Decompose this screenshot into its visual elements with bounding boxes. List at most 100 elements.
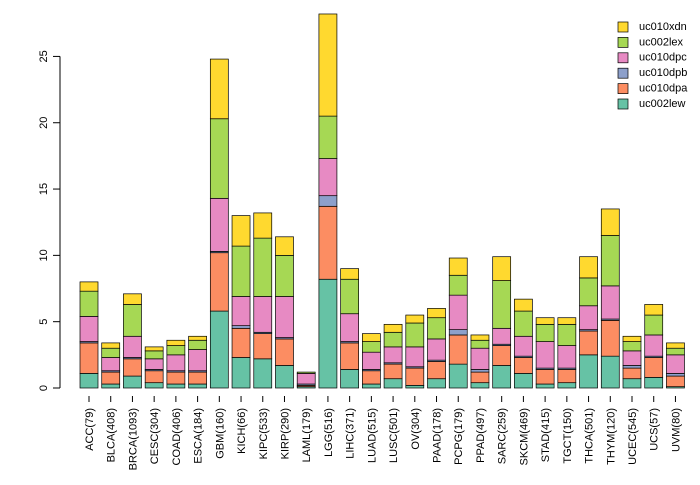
y-tick-label: 0: [38, 385, 50, 391]
bar-segment-uc010dpa: [166, 371, 186, 385]
bar-segment-uc010dpc: [253, 296, 273, 333]
y-tick-label: 20: [38, 117, 50, 129]
bar-segment-uc010dpc: [209, 197, 229, 252]
bar-segment-uc002lex: [231, 245, 251, 297]
bar-segment-uc002lex: [209, 118, 229, 199]
legend-swatch-uc010dpa: [617, 83, 629, 94]
bar-segment-uc010xdn: [427, 308, 446, 319]
bar-segment-uc010dpa: [492, 345, 512, 366]
bar-segment-uc010xdn: [492, 256, 512, 281]
bar-segment-uc010xdn: [600, 208, 620, 236]
bar-stacks: [79, 13, 685, 389]
bar-segment-uc010xdn: [209, 58, 229, 120]
bar-segment-uc002lex: [340, 278, 359, 315]
bar-segment-uc010dpa: [231, 327, 251, 358]
bar-segment-uc002lex: [144, 350, 164, 360]
bar-segment-uc002lex: [535, 323, 555, 342]
bar-segment-uc010dpa: [600, 320, 620, 357]
bar-segment-uc010dpa: [644, 357, 664, 378]
bar-segment-uc002lex: [448, 274, 468, 296]
bar-segment-uc010xdn: [253, 212, 273, 239]
bar-segment-uc010dpa: [340, 342, 359, 370]
bar-segment-uc002lew: [622, 378, 642, 389]
bar-segment-uc010dpa: [427, 361, 446, 380]
legend-swatch-uc010xdn: [617, 21, 629, 33]
bar-segment-uc010dpc: [340, 313, 359, 342]
bar-segment-uc010dpa: [253, 333, 273, 360]
legend-swatch-uc010dpc: [617, 52, 629, 64]
bar-segment-uc010dpa: [622, 367, 642, 380]
legend: uc010xdn uc002lex uc010dpc uc010dpb uc010dpa…: [617, 21, 688, 110]
x-tick-label: LIHC(371): [345, 408, 357, 459]
bar-segment-uc002lew: [405, 384, 425, 389]
legend-label: uc010dpc: [639, 52, 687, 64]
bar-segment-uc002lex: [253, 237, 273, 297]
bar-segment-uc002lew: [209, 310, 229, 389]
bar-segment-uc010dpa: [514, 357, 533, 374]
bar-segment-uc010dpc: [644, 334, 664, 357]
x-tick-label: ACC(79): [84, 408, 96, 451]
x-tick-label: UCEC(545): [627, 408, 639, 465]
bar-segment-uc010dpb: [470, 369, 490, 373]
bar-segment-uc010dpc: [514, 335, 533, 357]
bar-segment-uc002lex: [600, 235, 620, 287]
bar-segment-uc010dpa: [362, 370, 381, 385]
x-tick-label: ESCA(184): [193, 408, 205, 464]
x-tick-label: BRCA(1093): [127, 408, 139, 470]
bar-segment-uc010dpa: [318, 205, 338, 280]
legend-swatch-uc002lew: [617, 98, 629, 110]
bar-segment-uc002lew: [383, 378, 403, 389]
bar-segment-uc010dpc: [123, 335, 142, 358]
bar-segment-uc002lew: [253, 358, 273, 389]
bar-segment-uc002lew: [275, 365, 294, 389]
bar-segment-uc010dpc: [427, 338, 446, 361]
bar-segment-uc010dpa: [535, 369, 555, 385]
bar-segment-uc002lex: [492, 280, 512, 329]
x-tick-label: TGCT(150): [562, 408, 574, 464]
x-tick-label: STAD(415): [540, 408, 552, 462]
legend-swatch-uc002lex: [617, 37, 629, 48]
x-tick-label: LAML(179): [301, 408, 313, 462]
bar-segment-uc010xdn: [557, 317, 577, 325]
bar-segment-uc010dpa: [405, 367, 425, 386]
x-tick-label: KICH(66): [236, 408, 248, 454]
legend-label: uc002lex: [639, 36, 684, 48]
y-axis: 0 5 10 15 20 25: [38, 50, 61, 391]
bar-segment-uc002lex: [383, 331, 403, 348]
bar-segment-uc010dpc: [231, 296, 251, 327]
bar-segment-uc002lex: [296, 371, 316, 374]
bar-segment-uc010xdn: [166, 339, 186, 346]
bar-segment-uc002lex: [622, 341, 642, 352]
bar-segment-uc010xdn: [579, 256, 598, 279]
bar-segment-uc010xdn: [383, 323, 403, 333]
x-tick-label: UVM(80): [670, 408, 682, 452]
bar-segment-uc010xdn: [340, 268, 359, 280]
bar-segment-uc010dpa: [666, 375, 685, 388]
bar-segment-uc010dpa: [448, 334, 468, 365]
y-tick-label: 25: [38, 50, 50, 62]
bar-segment-uc010dpa: [557, 369, 577, 384]
bar-segment-uc002lex: [427, 317, 446, 340]
bar-segment-uc002lew: [427, 378, 446, 389]
bar-segment-uc002lex: [101, 347, 121, 358]
bar-segment-uc002lex: [275, 255, 294, 297]
bar-segment-uc002lew: [557, 382, 577, 389]
bar-segment-uc010dpa: [79, 342, 99, 374]
bar-segment-uc010dpc: [492, 327, 512, 345]
bar-segment-uc010dpc: [144, 358, 164, 370]
bar-segment-uc010xdn: [535, 317, 555, 325]
legend-label: uc010dpa: [639, 83, 688, 95]
bar-segment-uc002lew: [644, 377, 664, 389]
bar-segment-uc010dpc: [470, 347, 490, 370]
bar-segment-uc002lew: [448, 363, 468, 389]
bar-segment-uc010dpc: [79, 316, 99, 342]
bar-segment-uc010dpb: [622, 365, 642, 369]
bar-segment-uc002lew: [535, 383, 555, 389]
bar-segment-uc002lex: [188, 339, 207, 350]
bar-segment-uc002lew: [579, 354, 598, 389]
bar-segment-uc002lex: [362, 341, 381, 353]
bar-segment-uc010dpa: [579, 330, 598, 356]
y-tick-label: 15: [38, 183, 50, 195]
y-tick-label: 10: [38, 249, 50, 261]
bar-segment-uc010dpc: [448, 294, 468, 330]
